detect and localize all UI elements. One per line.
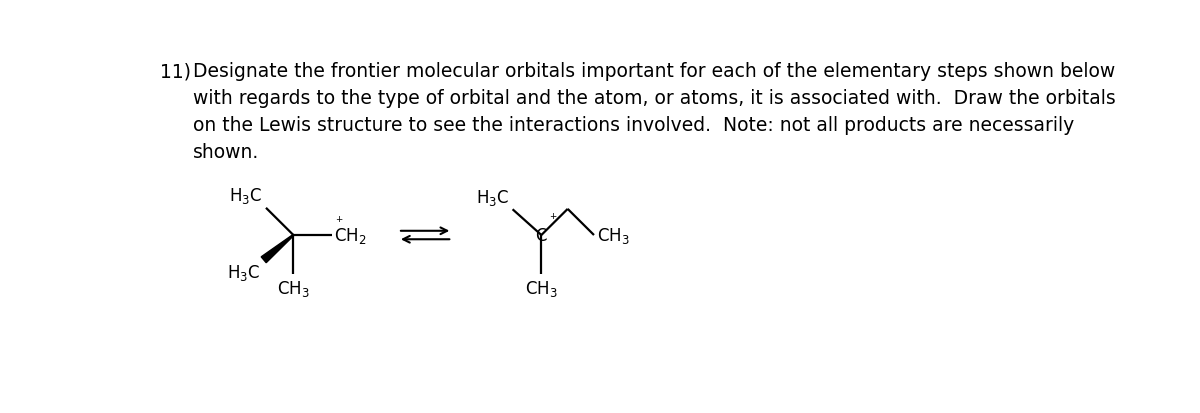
Text: CH$_3$: CH$_3$ [524,278,558,299]
Text: with regards to the type of orbital and the atom, or atoms, it is associated wit: with regards to the type of orbital and … [193,89,1115,108]
Text: H$_3$C: H$_3$C [476,188,510,207]
Polygon shape [262,235,294,263]
Text: on the Lewis structure to see the interactions involved.  Note: not all products: on the Lewis structure to see the intera… [193,116,1074,135]
Text: shown.: shown. [193,142,259,161]
Text: H$_3$C: H$_3$C [229,186,262,206]
Text: CH$_3$: CH$_3$ [277,278,310,299]
Text: Designate the frontier molecular orbitals important for each of the elementary s: Designate the frontier molecular orbital… [193,62,1115,81]
Text: $^+$: $^+$ [547,212,558,225]
Text: C: C [535,226,547,244]
Text: CH$_3$: CH$_3$ [598,225,630,245]
Text: $^+$: $^+$ [335,215,344,228]
Text: CH$_2$: CH$_2$ [334,225,366,245]
Text: H$_3$C: H$_3$C [227,262,260,282]
Text: 11): 11) [160,62,191,81]
